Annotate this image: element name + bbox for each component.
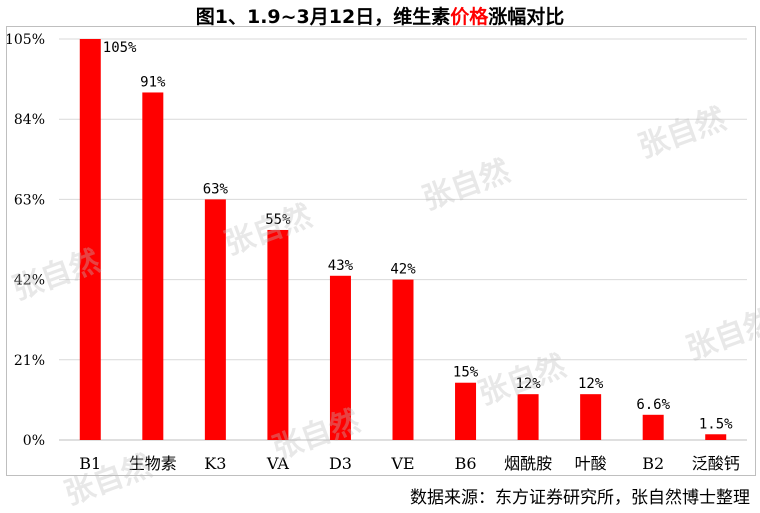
x-tick-label: B6	[455, 454, 477, 473]
chart-title: 图1、1.9~3月12日，维生素价格涨幅对比	[0, 2, 760, 29]
title-part-1: 图1、1.9~3月12日，维生素	[195, 6, 451, 28]
data-label: 12%	[515, 376, 541, 392]
y-tick-label: 63%	[14, 192, 45, 208]
y-tick-label: 0%	[23, 433, 45, 449]
x-tick-label: VE	[390, 454, 414, 473]
data-label: 12%	[578, 376, 604, 392]
chart-frame: 0% 21% 42% 63% 84% 105% 105% B1 91% 生物素 63% K3 55% VA…	[6, 26, 756, 476]
bar	[142, 92, 164, 440]
title-part-2: 涨幅对比	[488, 6, 565, 28]
bar	[642, 414, 664, 440]
data-label: 105%	[103, 40, 137, 56]
x-tick-label: B2	[642, 454, 664, 473]
bar	[455, 382, 477, 440]
x-tick-label: 叶酸	[575, 454, 607, 473]
bar	[329, 275, 351, 440]
data-label: 1.5%	[699, 416, 733, 432]
x-tick-label: 烟酰胺	[504, 454, 552, 473]
x-tick-label: K3	[204, 454, 226, 473]
data-label: 63%	[203, 181, 229, 197]
data-label: 43%	[328, 258, 354, 274]
data-label: 15%	[453, 365, 479, 381]
bar	[204, 199, 226, 440]
y-tick-label: 21%	[14, 353, 45, 369]
data-label: 6.6%	[636, 397, 670, 413]
data-label: 42%	[390, 262, 416, 278]
y-tick-label: 84%	[14, 112, 45, 128]
bar	[79, 39, 101, 440]
x-tick-label: B1	[79, 454, 101, 473]
x-tick-label: 生物素	[129, 454, 177, 473]
bar	[517, 394, 539, 440]
title-highlight: 价格	[450, 6, 489, 28]
data-label: 55%	[265, 212, 291, 228]
x-tick-label: VA	[266, 454, 289, 473]
x-tick-label: D3	[329, 454, 352, 473]
data-source-note: 数据来源：东方证券研究所，张自然博士整理	[410, 488, 750, 508]
bar	[392, 279, 414, 440]
y-tick-label: 105%	[7, 32, 45, 48]
bar	[580, 394, 602, 440]
y-tick-label: 42%	[14, 273, 45, 289]
data-label: 91%	[140, 74, 166, 90]
bar	[705, 434, 727, 440]
bar-chart: 0% 21% 42% 63% 84% 105% 105% B1 91% 生物素 63% K3 55% VA…	[7, 32, 747, 473]
bar	[267, 229, 289, 440]
x-tick-label: 泛酸钙	[692, 454, 740, 473]
